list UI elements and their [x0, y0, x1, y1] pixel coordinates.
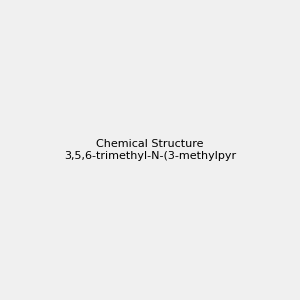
Text: Chemical Structure
3,5,6-trimethyl-N-(3-methylpyr: Chemical Structure 3,5,6-trimethyl-N-(3-… — [64, 139, 236, 161]
